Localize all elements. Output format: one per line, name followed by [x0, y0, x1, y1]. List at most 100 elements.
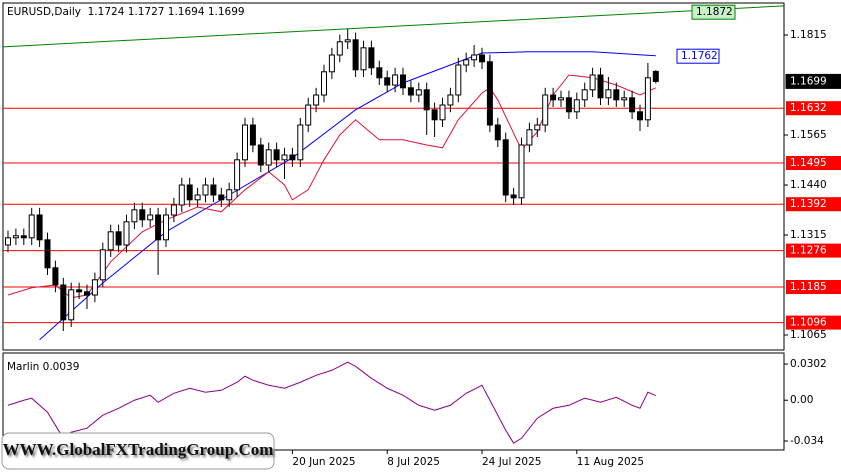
indicator-plot	[7, 361, 656, 444]
level-label: 1.1392	[790, 198, 827, 210]
indicator-line	[7, 361, 656, 444]
candle-body	[202, 184, 209, 196]
watermark-box	[1, 432, 275, 470]
main-plot	[3, 5, 784, 341]
price-label-box	[691, 4, 736, 20]
candle-body	[257, 144, 264, 166]
candle-body	[597, 74, 604, 99]
candle-body	[415, 89, 422, 96]
candle-body	[471, 54, 478, 61]
candle-body	[218, 194, 225, 201]
y-tick-label: 1.1815	[790, 29, 827, 41]
candle-body	[84, 291, 90, 296]
overlay: 1.1815 1.1565 1.1440 1.1315 1.1065 20 Jun 202…	[291, 4, 841, 468]
candle-body	[273, 149, 280, 161]
candle-body	[131, 209, 138, 223]
y-tick-label: 1.1440	[790, 179, 827, 191]
price-label: 1.1762	[681, 50, 718, 62]
candle-body	[644, 77, 651, 121]
candle-body	[407, 87, 414, 96]
candle-body	[542, 94, 549, 126]
candle-body	[107, 231, 114, 251]
candle-body	[242, 124, 248, 161]
candle-body	[281, 154, 288, 161]
candle-body	[52, 267, 59, 286]
candle-body	[423, 89, 430, 111]
candle-body	[60, 284, 67, 321]
candle-body	[447, 94, 454, 106]
candle-body	[368, 47, 375, 69]
price-label-box	[785, 73, 841, 89]
level-label-box	[786, 101, 841, 116]
candle-body	[186, 184, 193, 201]
candle-body	[518, 144, 525, 199]
candle-body	[321, 71, 327, 96]
candle-body	[605, 89, 612, 99]
price-label: 1.1699	[790, 75, 827, 87]
candle-body	[115, 231, 122, 246]
trend-line	[3, 5, 784, 48]
price-label: 1.1872	[696, 6, 733, 18]
candle-body	[455, 64, 462, 96]
candle-body	[123, 221, 130, 246]
candle-body	[565, 97, 572, 113]
candle-body	[392, 74, 399, 86]
symbol-header: EURUSD,Daily 1.1724 1.1727 1.1694 1.1699	[7, 6, 245, 18]
candle-body	[431, 109, 438, 121]
candle-body	[589, 74, 596, 91]
indicator-header: Marlin 0.0039	[7, 361, 79, 373]
candle-body	[581, 89, 588, 101]
y-tick-label: 0.0302	[790, 358, 827, 370]
level-label: 1.1495	[790, 157, 827, 169]
candle-body	[510, 194, 517, 199]
level-label: 1.1185	[790, 281, 827, 293]
candle-body	[170, 204, 177, 216]
level-label: 1.1276	[790, 245, 827, 257]
candle-body	[305, 104, 312, 126]
candle-body	[20, 235, 27, 239]
level-label-box	[786, 197, 841, 212]
candle-body	[573, 99, 580, 113]
candle-body	[5, 237, 11, 246]
candle-body	[163, 214, 169, 241]
x-tick-label: 11 Aug 2025	[577, 456, 644, 468]
candle-body	[479, 54, 485, 63]
level-label: 1.1632	[790, 102, 827, 114]
candle-body	[494, 124, 501, 141]
level-label-box	[786, 315, 841, 330]
moving-average	[39, 51, 656, 341]
candle-body	[139, 209, 146, 221]
candle-body	[91, 279, 98, 296]
candle-body	[629, 97, 636, 113]
y-tick-label: 1.1065	[790, 329, 827, 341]
candle-body	[502, 139, 509, 196]
candle-body	[99, 249, 106, 281]
candle-body	[613, 89, 620, 101]
candle-body	[360, 47, 367, 71]
price-label-box	[676, 48, 720, 64]
candle-body	[297, 124, 304, 161]
level-label-box	[786, 156, 841, 170]
y-tick-label: 1.1565	[790, 129, 827, 141]
candle-body	[534, 124, 541, 131]
candle-body	[194, 194, 201, 201]
candle-body	[147, 214, 154, 221]
candle-body	[550, 94, 557, 101]
y-tick-label: 0.00	[790, 394, 813, 406]
candle-body	[439, 104, 446, 121]
x-tick-label: 20 Jun 2025	[292, 456, 355, 468]
main-pane	[2, 2, 785, 351]
candle-body	[344, 39, 351, 43]
candle-body	[68, 289, 75, 321]
y-tick-label: -0.034	[790, 435, 824, 447]
candle-body	[289, 154, 296, 161]
candle-body	[210, 184, 217, 196]
candle-body	[558, 97, 564, 101]
y-tick-label: 1.1315	[790, 229, 827, 241]
candle-body	[486, 61, 493, 126]
level-label-box	[786, 243, 841, 258]
candle-body	[234, 159, 241, 191]
candle-body	[226, 189, 233, 201]
candle-body	[336, 41, 343, 56]
